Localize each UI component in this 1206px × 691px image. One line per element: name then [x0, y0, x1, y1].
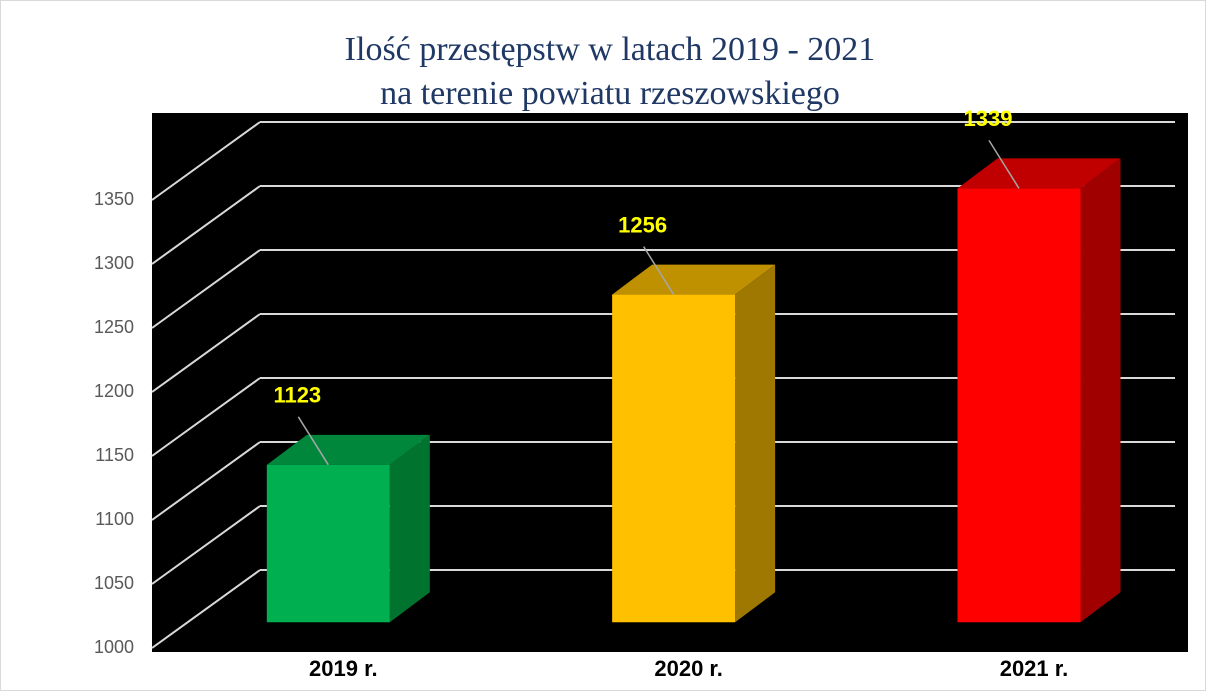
- y-tick-label: 1200: [94, 381, 134, 401]
- grid-line: [151, 377, 261, 457]
- chart-subtitle: na terenie powiatu rzeszowskiego: [380, 75, 840, 112]
- grid-line: [151, 569, 261, 649]
- bar-top: [957, 158, 1121, 189]
- x-tick-label: 2019 r.: [309, 656, 378, 681]
- grid-line: [151, 121, 261, 201]
- value-label: 1256: [618, 212, 667, 237]
- grid-line: [151, 505, 261, 585]
- bar-side: [389, 434, 430, 623]
- value-label: 1123: [273, 383, 321, 408]
- grid-line: [151, 441, 261, 521]
- leader-line: [988, 139, 1020, 189]
- y-tick-label: 1050: [94, 573, 134, 593]
- bar-side: [1080, 158, 1121, 623]
- chart-title: Ilość przestępstw w latach 2019 - 2021: [345, 31, 876, 68]
- value-label: 1339: [963, 106, 1012, 131]
- grid-line: [151, 185, 261, 265]
- x-tick-label: 2021 r.: [1000, 656, 1069, 681]
- bar-side: [735, 264, 776, 623]
- bar-top: [612, 264, 776, 295]
- y-tick-label: 1250: [94, 317, 134, 337]
- y-tick-label: 1000: [94, 637, 134, 657]
- bar: [612, 294, 736, 623]
- y-tick-label: 1300: [94, 253, 134, 273]
- y-tick-label: 1150: [95, 445, 134, 465]
- bar-top: [266, 434, 430, 465]
- y-tick-label: 1100: [95, 509, 134, 529]
- bar: [957, 188, 1081, 623]
- x-tick-label: 2020 r.: [654, 656, 723, 681]
- grid-line: [151, 249, 261, 329]
- leader-line: [297, 416, 329, 466]
- grid-line: [151, 313, 261, 393]
- y-tick-label: 1350: [94, 189, 134, 209]
- bar: [266, 464, 390, 623]
- leader-line: [643, 246, 675, 295]
